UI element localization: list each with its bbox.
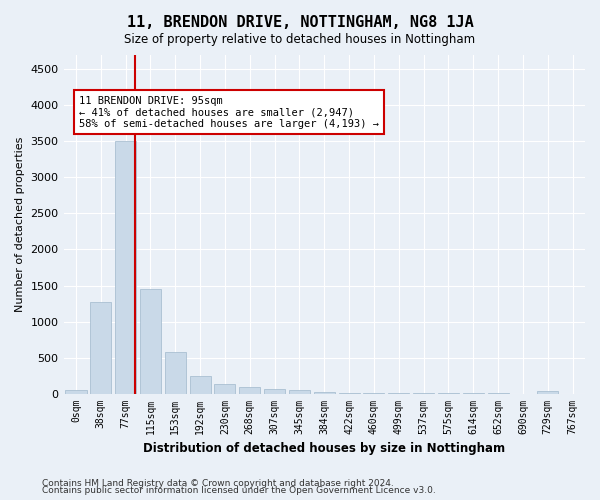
Bar	[239, 386, 260, 394]
Bar	[140, 289, 161, 394]
Text: 11, BRENDON DRIVE, NOTTINGHAM, NG8 1JA: 11, BRENDON DRIVE, NOTTINGHAM, NG8 1JA	[127, 15, 473, 30]
Bar	[289, 390, 310, 394]
Bar	[214, 384, 235, 394]
Bar	[65, 390, 86, 394]
Text: Contains HM Land Registry data © Crown copyright and database right 2024.: Contains HM Land Registry data © Crown c…	[42, 478, 394, 488]
Bar	[314, 392, 335, 394]
Text: Contains public sector information licensed under the Open Government Licence v3: Contains public sector information licen…	[42, 486, 436, 495]
Text: 11 BRENDON DRIVE: 95sqm
← 41% of detached houses are smaller (2,947)
58% of semi: 11 BRENDON DRIVE: 95sqm ← 41% of detache…	[79, 96, 379, 129]
Bar	[264, 388, 285, 394]
Text: Size of property relative to detached houses in Nottingham: Size of property relative to detached ho…	[124, 32, 476, 46]
Bar	[90, 302, 112, 394]
Bar	[338, 393, 359, 394]
X-axis label: Distribution of detached houses by size in Nottingham: Distribution of detached houses by size …	[143, 442, 505, 455]
Bar	[190, 376, 211, 394]
Bar	[537, 392, 559, 394]
Bar	[115, 142, 136, 394]
Y-axis label: Number of detached properties: Number of detached properties	[15, 136, 25, 312]
Bar	[165, 352, 186, 394]
